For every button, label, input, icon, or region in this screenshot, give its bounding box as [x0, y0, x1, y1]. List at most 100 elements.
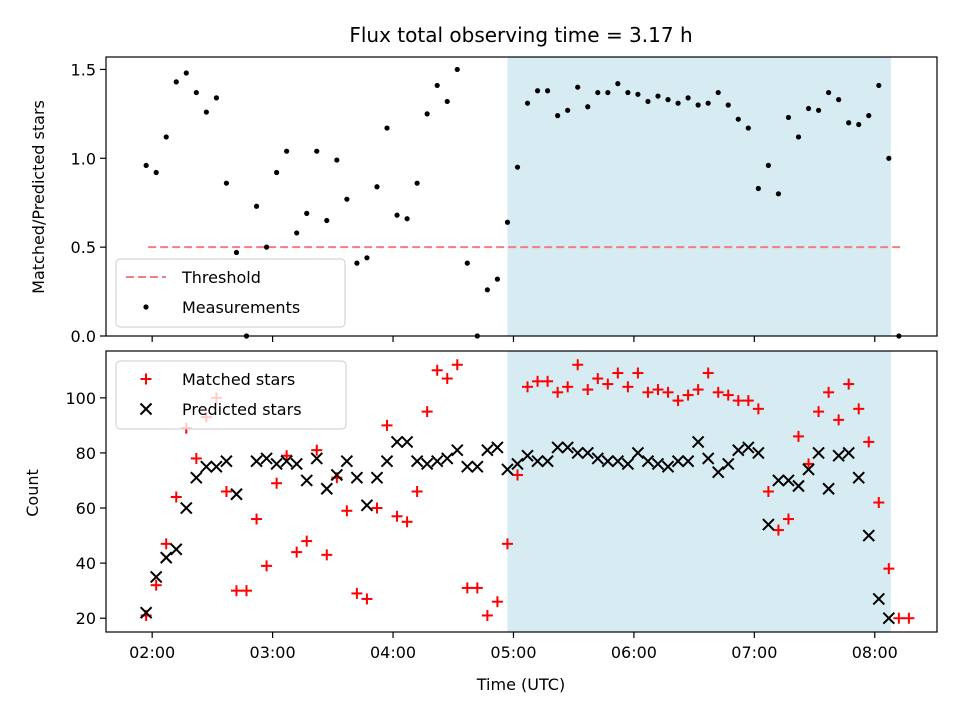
- predicted-star-point: [340, 454, 354, 468]
- predicted-star-point: [230, 488, 243, 501]
- legend-threshold-label: Threshold: [181, 268, 261, 287]
- bottom-y-tick-label: 60: [76, 499, 96, 518]
- measurement-point: [575, 84, 581, 90]
- measurement-point: [665, 97, 671, 103]
- matched-star-point: [702, 367, 714, 379]
- measurement-point: [826, 89, 832, 96]
- matched-star-point: [411, 486, 423, 497]
- predicted-star-point: [842, 446, 855, 460]
- top-y-tick-label: 1.5: [71, 60, 96, 79]
- matched-star-point: [150, 579, 162, 591]
- predicted-star-point: [360, 499, 374, 512]
- matched-star-point: [853, 403, 865, 415]
- measurement-point: [334, 157, 340, 163]
- matched-star-point: [602, 378, 614, 390]
- matched-star-point: [742, 395, 754, 407]
- predicted-star-point: [732, 443, 745, 457]
- measurement-point: [655, 93, 661, 99]
- top-y-ticks: 0.0 0.5 1.0 1.5: [71, 60, 106, 346]
- measurement-point: [534, 88, 541, 94]
- matched-star-point: [843, 378, 855, 390]
- measurement-point: [464, 260, 470, 266]
- matched-star-point: [261, 560, 273, 572]
- measurement-point: [173, 79, 179, 85]
- predicted-star-point: [390, 435, 404, 449]
- measurement-point: [424, 111, 430, 117]
- measurement-point: [675, 100, 681, 106]
- predicted-star-point: [430, 454, 444, 468]
- measurement-point: [725, 102, 731, 108]
- predicted-star-point: [370, 471, 384, 484]
- predicted-star-point: [451, 443, 464, 457]
- predicted-star-point: [561, 441, 574, 454]
- measurement-point: [775, 191, 782, 197]
- predicted-star-point: [471, 460, 484, 473]
- matched-star-point: [622, 381, 634, 393]
- measurement-point: [785, 114, 792, 121]
- bottom-y-tick-label: 100: [65, 389, 96, 408]
- measurement-point: [143, 162, 149, 169]
- measurement-point: [504, 219, 511, 225]
- measurement-point: [484, 287, 490, 293]
- x-axis-label: Time (UTC): [476, 675, 565, 694]
- matched-star-point: [431, 364, 443, 376]
- bottom-points: [139, 359, 915, 625]
- measurement-point: [565, 107, 571, 113]
- measurement-point: [886, 155, 892, 161]
- predicted-star-point: [671, 454, 685, 468]
- top-y-tick-label: 0.5: [71, 238, 96, 257]
- matched-star-point: [562, 381, 574, 393]
- bottom-legend: Matched stars Predicted stars: [115, 360, 347, 430]
- measurement-point: [836, 97, 842, 103]
- bottom-y-tick-label: 80: [76, 444, 96, 463]
- matched-star-point: [241, 585, 253, 597]
- predicted-star-point: [641, 454, 655, 468]
- measurement-point: [585, 104, 591, 110]
- matched-star-point: [281, 450, 293, 462]
- measurement-point: [846, 120, 852, 126]
- measurement-point: [344, 196, 350, 202]
- measurement-point: [856, 121, 862, 128]
- predicted-star-point: [260, 452, 273, 465]
- predicted-star-point: [701, 452, 715, 465]
- matched-star-point: [632, 367, 644, 379]
- predicted-star-point: [300, 474, 313, 487]
- measurement-point: [414, 180, 420, 186]
- measurement-point: [233, 249, 240, 256]
- measurement-point: [163, 134, 169, 140]
- predicted-star-point: [872, 592, 885, 606]
- matched-star-point: [230, 585, 242, 597]
- matched-star-point: [291, 546, 303, 558]
- matched-star-point: [592, 373, 604, 385]
- matched-star-point: [190, 452, 202, 464]
- bottom-y-tick-label: 20: [76, 609, 96, 628]
- top-panel: 0.0 0.5 1.0 1.5 Matched/Predicted stars Thr…: [29, 56, 938, 346]
- predicted-star-point: [501, 463, 514, 476]
- x-tick-label: 08:00: [852, 643, 898, 662]
- matched-star-point: [803, 458, 815, 470]
- predicted-star-point: [531, 454, 544, 468]
- predicted-star-point: [410, 454, 424, 468]
- predicted-star-point: [882, 612, 896, 625]
- measurement-point: [755, 185, 761, 192]
- predicted-star-point: [792, 479, 805, 493]
- legend-measurements-swatch: [143, 304, 149, 310]
- predicted-star-point: [601, 454, 615, 468]
- legend-matched-swatch: [140, 373, 152, 385]
- predicted-star-point: [571, 446, 584, 460]
- predicted-star-point: [551, 441, 564, 454]
- measurement-point: [524, 100, 531, 106]
- predicted-star-point: [180, 501, 193, 515]
- top-shaded-region: [507, 57, 891, 336]
- predicted-star-point: [170, 543, 183, 556]
- matched-star-point: [321, 549, 333, 561]
- predicted-star-point: [722, 457, 735, 471]
- matched-star-point: [642, 386, 654, 398]
- measurement-point: [374, 184, 380, 190]
- predicted-star-point: [762, 518, 775, 531]
- matched-star-point: [893, 612, 905, 624]
- predicted-star-point: [752, 446, 765, 460]
- bottom-axes-frame: [105, 350, 938, 633]
- matched-star-point: [471, 582, 483, 594]
- predicted-star-point: [772, 474, 785, 487]
